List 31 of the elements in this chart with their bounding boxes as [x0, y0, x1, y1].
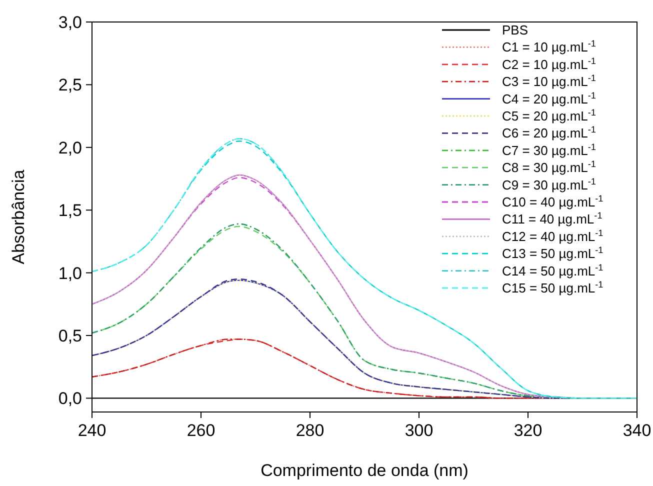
legend-label: C8 = 30 µg.mL$^{-1}$ — [502, 159, 596, 176]
legend-label: C11 = 40 µg.mL$^{-1}$ — [502, 210, 602, 227]
legend-label: PBS — [502, 22, 528, 38]
x-axis-title: Comprimento de onda (nm) — [260, 461, 468, 480]
legend-label: C9 = 30 µg.mL$^{-1}$ — [502, 176, 596, 192]
legend-label: C1 = 10 µg.mL$^{-1}$ — [502, 38, 596, 55]
legend-label: C12 = 40 µg.mL$^{-1}$ — [502, 228, 604, 244]
legend-label: C4 = 20 µg.mL$^{-1}$ — [502, 90, 596, 106]
legend-label: C14 = 50 µg.mL$^{-1}$ — [502, 262, 604, 278]
legend-label: C10 = 40 µg.mL$^{-1}$ — [502, 194, 604, 210]
legend-label: C15 = 50 µg.mL$^{-1}$ — [502, 280, 604, 296]
y-tick-label: 1,5 — [58, 201, 82, 220]
legend-label: C3 = 10 µg.mL$^{-1}$ — [502, 73, 596, 90]
y-tick-label: 3,0 — [58, 13, 82, 32]
y-tick-label: 1,0 — [58, 264, 82, 283]
x-tick-label: 300 — [404, 421, 434, 440]
y-tick-label: 0,0 — [58, 389, 82, 408]
y-tick-label: 2,0 — [58, 138, 82, 158]
y-tick-label: 0,5 — [58, 326, 82, 346]
x-tick-label: 320 — [514, 421, 542, 440]
legend-label: C13 = 50 µg.mL$^{-1}$ — [502, 245, 604, 262]
x-tick-label: 260 — [186, 421, 216, 440]
x-tick-label: 240 — [78, 421, 106, 440]
y-tick-label: 2,5 — [58, 76, 82, 95]
y-axis-title: Absorbância — [9, 169, 28, 264]
x-tick-label: 280 — [296, 421, 324, 440]
legend-label: C2 = 10 µg.mL$^{-1}$ — [502, 56, 596, 72]
legend-label: C5 = 20 µg.mL$^{-1}$ — [502, 108, 596, 124]
x-tick-label: 340 — [622, 421, 652, 440]
legend-label: C7 = 30 µg.mL$^{-1}$ — [502, 142, 596, 158]
legend-label: C6 = 20 µg.mL$^{-1}$ — [502, 124, 596, 141]
